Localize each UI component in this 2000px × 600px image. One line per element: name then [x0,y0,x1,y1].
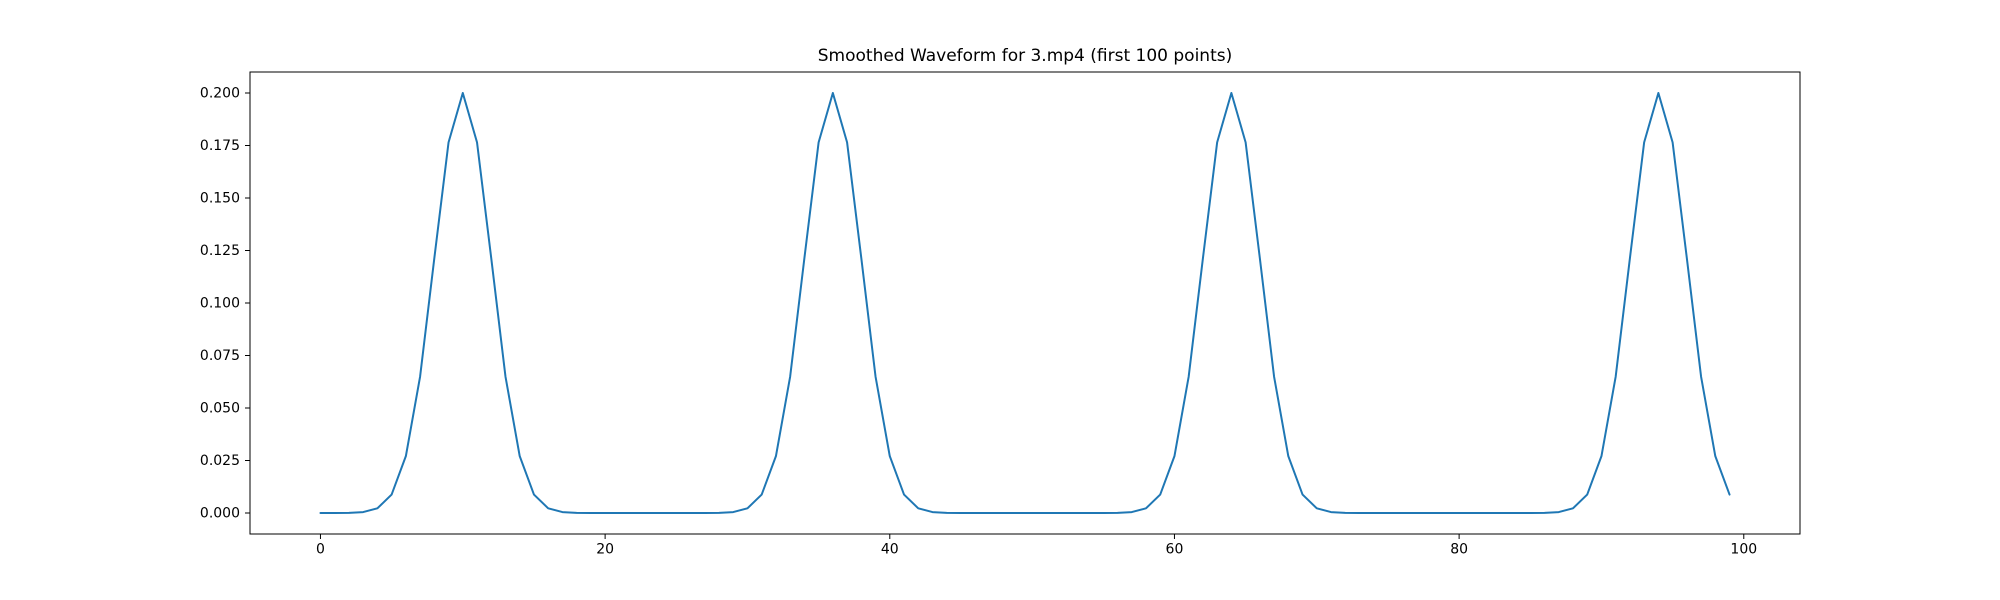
y-tick-label: 0.175 [200,138,240,154]
x-tick-label: 0 [316,542,325,558]
waveform-line [319,92,1731,514]
x-tick-label: 80 [1450,542,1468,558]
x-axis: 0 20 40 60 80 100 [316,534,1757,558]
y-tick-label: 0.125 [200,243,240,259]
x-tick-label: 20 [596,542,614,558]
plot-border [249,71,1801,535]
x-tick-label: 40 [881,542,899,558]
y-tick-label: 0.025 [200,453,240,469]
x-tick-label: 100 [1730,542,1757,558]
y-tick-label: 0.200 [200,85,240,101]
y-tick-label: 0.075 [200,348,240,364]
y-tick-label: 0.050 [200,400,240,416]
chart-title: Smoothed Waveform for 3.mp4 (first 100 p… [818,46,1232,66]
y-tick-label: 0.000 [200,505,240,521]
y-tick-label: 0.100 [200,295,240,311]
y-axis: 0.000 0.025 0.050 0.075 0.100 0.125 0.150 0.175… [200,85,250,521]
y-tick-label: 0.150 [200,190,240,206]
x-tick-label: 60 [1166,542,1184,558]
